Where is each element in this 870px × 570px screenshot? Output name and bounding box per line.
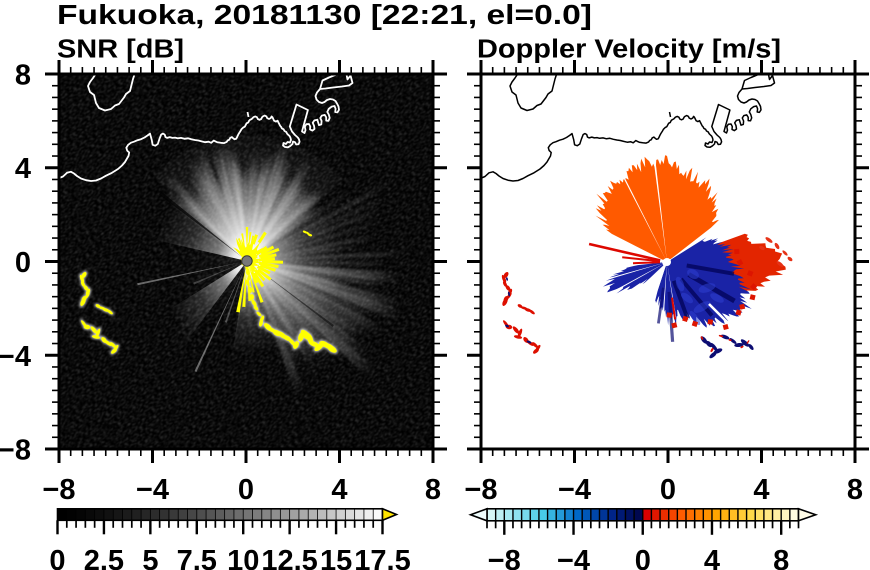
svg-text:−8: −8 xyxy=(42,474,75,506)
svg-text:0: 0 xyxy=(660,474,676,506)
svg-text:−4: −4 xyxy=(0,341,31,373)
svg-text:15: 15 xyxy=(320,545,352,570)
svg-text:0: 0 xyxy=(238,474,254,506)
svg-text:2.5: 2.5 xyxy=(84,545,124,570)
svg-text:10: 10 xyxy=(227,545,259,570)
svg-text:−4: −4 xyxy=(557,545,590,570)
svg-text:−8: −8 xyxy=(0,435,31,467)
svg-text:5: 5 xyxy=(142,545,158,570)
svg-text:12.5: 12.5 xyxy=(261,545,317,570)
svg-text:−8: −8 xyxy=(488,545,521,570)
svg-text:−4: −4 xyxy=(558,474,591,506)
svg-text:8: 8 xyxy=(847,474,863,506)
svg-text:SNR [dB]: SNR [dB] xyxy=(57,36,184,64)
svg-text:0: 0 xyxy=(49,545,65,570)
svg-text:4: 4 xyxy=(704,545,720,570)
svg-text:4: 4 xyxy=(331,474,347,506)
svg-text:7.5: 7.5 xyxy=(177,545,217,570)
svg-text:Fukuoka, 20181130 [22:21, el=0: Fukuoka, 20181130 [22:21, el=0.0] xyxy=(57,0,592,30)
svg-text:8: 8 xyxy=(425,474,441,506)
svg-text:17.5: 17.5 xyxy=(354,545,410,570)
svg-text:−8: −8 xyxy=(464,474,497,506)
svg-text:Doppler Velocity [m/s]: Doppler Velocity [m/s] xyxy=(477,36,781,64)
svg-text:0: 0 xyxy=(15,247,31,279)
svg-text:0: 0 xyxy=(635,545,651,570)
svg-text:4: 4 xyxy=(753,474,769,506)
svg-text:4: 4 xyxy=(15,153,31,185)
svg-text:8: 8 xyxy=(773,545,789,570)
svg-text:−4: −4 xyxy=(136,474,169,506)
svg-text:8: 8 xyxy=(15,60,31,92)
